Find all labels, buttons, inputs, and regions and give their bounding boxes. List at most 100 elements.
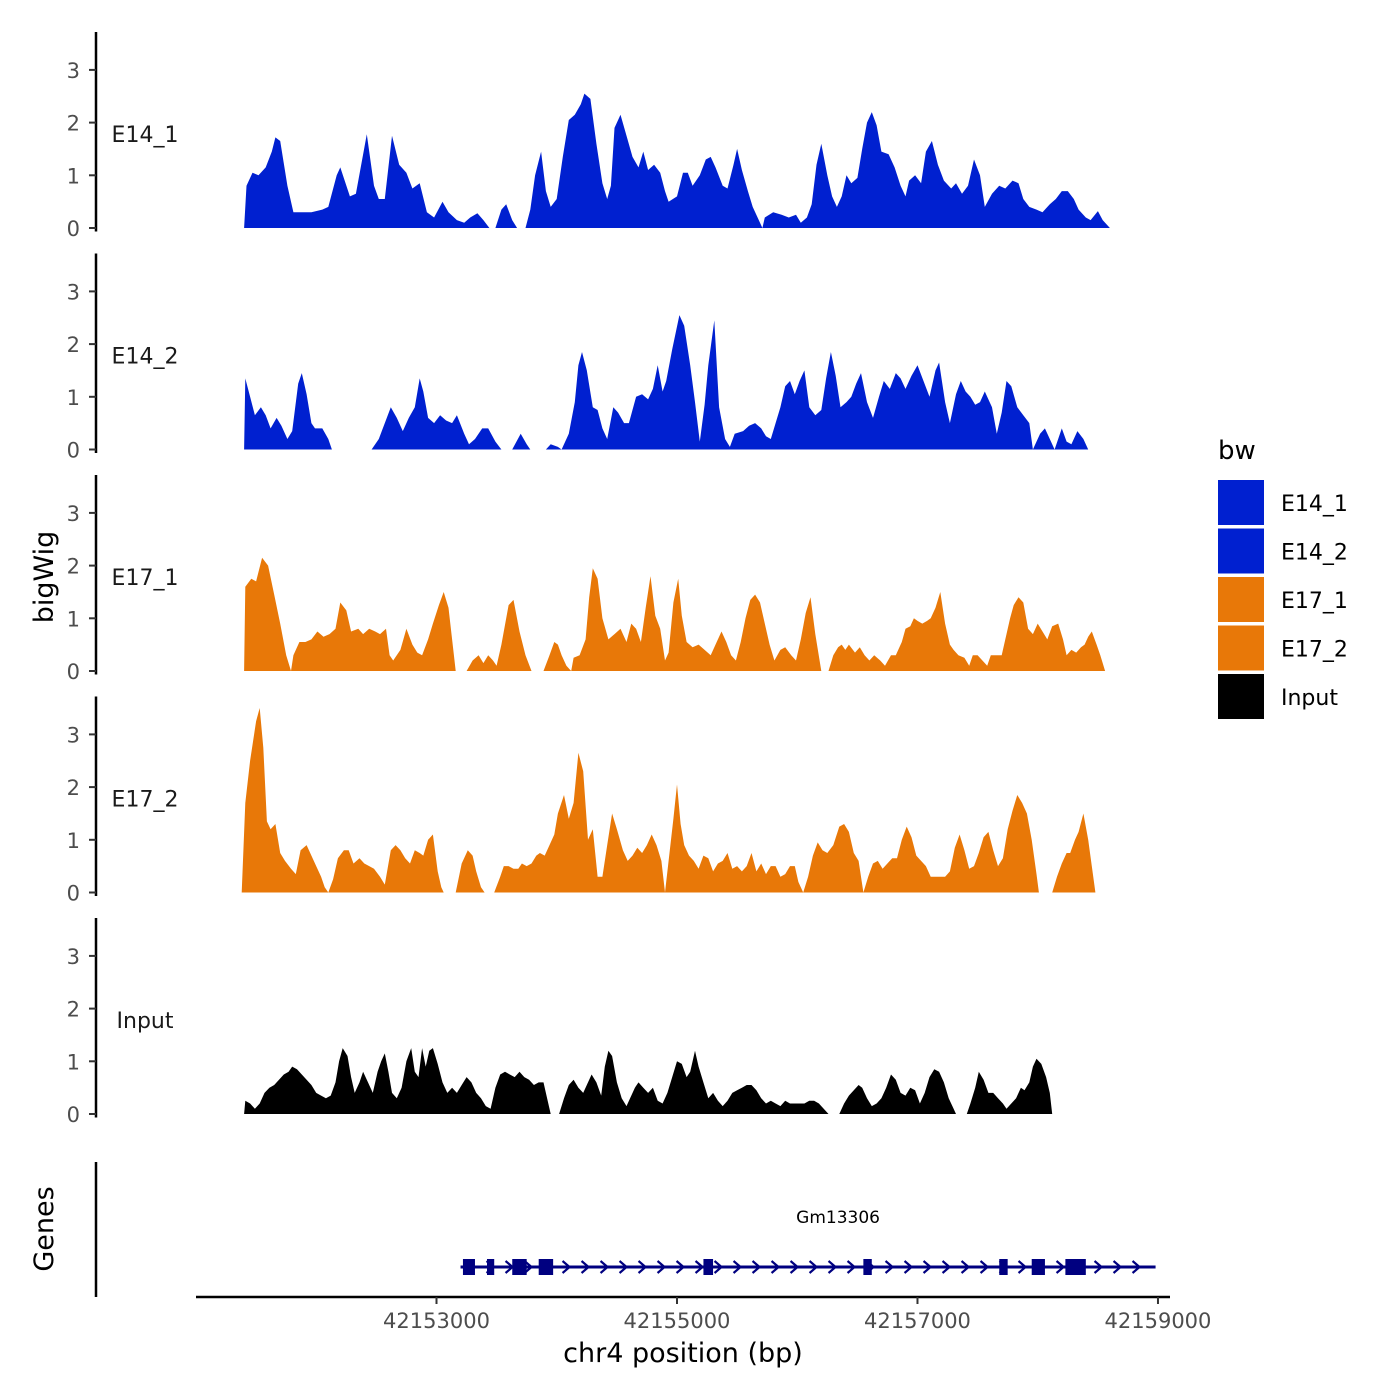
y-tick-label: 1 <box>67 386 80 410</box>
y-tick-label: 1 <box>67 1050 80 1074</box>
track-label-E14_1: E14_1 <box>112 123 179 148</box>
y-tick-label: 0 <box>67 660 80 684</box>
strand-arrow <box>1093 1260 1104 1274</box>
y-tick-label: 1 <box>67 607 80 631</box>
strand-arrow <box>789 1260 800 1274</box>
strand-arrow <box>922 1260 933 1274</box>
track-label-Input: Input <box>117 1009 174 1034</box>
legend-label-E17_2: E17_2 <box>1281 638 1348 663</box>
y-tick-label: 3 <box>67 945 80 969</box>
panel-Input: 0 1 2 3 Input <box>67 918 1053 1127</box>
gene-exon <box>863 1259 872 1275</box>
strand-arrow <box>580 1260 591 1274</box>
y-tick-label: 2 <box>67 112 80 136</box>
area-series-E17_1 <box>244 557 1106 671</box>
strand-arrow <box>1131 1260 1142 1274</box>
y-tick-label: 0 <box>67 882 80 906</box>
strand-arrow <box>637 1260 648 1274</box>
gene-exon <box>999 1259 1008 1275</box>
strand-arrow <box>751 1260 762 1274</box>
strand-arrow <box>713 1260 724 1274</box>
genes-track-label: Genes <box>29 1186 60 1271</box>
x-tick-label: 42153000 <box>383 1309 490 1333</box>
strand-arrow <box>941 1260 952 1274</box>
y-tick-label: 0 <box>67 217 80 241</box>
y-tick-label: 1 <box>67 829 80 853</box>
legend-key-E17_1 <box>1218 577 1264 622</box>
x-ticks: 42153000 42155000 42157000 42159000 <box>383 1297 1211 1333</box>
legend-key-Input <box>1218 674 1264 719</box>
strand-arrow <box>903 1260 914 1274</box>
strand-arrow <box>979 1260 990 1274</box>
gene-name-label: Gm13306 <box>796 1208 880 1228</box>
y-tick-label: 3 <box>67 502 80 526</box>
gene-exon <box>1031 1259 1045 1275</box>
gene-model <box>460 1259 1156 1275</box>
y-tick-label: 0 <box>67 439 80 463</box>
strand-arrow <box>618 1260 629 1274</box>
legend-title: bw <box>1218 436 1256 466</box>
legend-label-E14_1: E14_1 <box>1281 492 1348 517</box>
strand-arrow <box>884 1260 895 1274</box>
strand-arrow <box>960 1260 971 1274</box>
strand-arrow <box>1017 1260 1028 1274</box>
strand-arrow <box>846 1260 857 1274</box>
strand-arrow <box>770 1260 781 1274</box>
legend: bw E14_1 E14_2 E17_1 E17_2 Input <box>1218 436 1348 719</box>
x-axis: 42153000 42155000 42157000 42159000 chr4 po… <box>196 1295 1211 1369</box>
strand-arrow <box>827 1260 838 1274</box>
strand-arrow <box>656 1260 667 1274</box>
strand-arrow <box>808 1260 819 1274</box>
strand-arrow <box>694 1260 705 1274</box>
gene-track: Genes Gm13306 <box>29 1162 1156 1297</box>
panel-E14_2: 0 1 2 3 E14_2 <box>67 253 1089 463</box>
gene-exon <box>538 1259 554 1275</box>
legend-key-E14_2 <box>1218 528 1264 574</box>
legend-label-Input: Input <box>1281 686 1338 711</box>
track-label-E14_2: E14_2 <box>112 345 179 370</box>
legend-key-E17_2 <box>1218 625 1264 671</box>
strand-arrow <box>732 1260 743 1274</box>
y-tick-label: 3 <box>67 280 80 304</box>
gene-exon <box>462 1259 475 1275</box>
area-series-E17_2 <box>241 708 1096 893</box>
y-tick-label: 0 <box>67 1103 80 1127</box>
gene-exon <box>512 1259 527 1275</box>
x-axis-title: chr4 position (bp) <box>563 1338 803 1369</box>
area-series-Input <box>244 1048 1053 1114</box>
y-axis-title: bigWig <box>29 531 60 624</box>
y-tick-label: 2 <box>67 333 80 357</box>
strand-arrow <box>561 1260 572 1274</box>
strand-arrow <box>523 1260 534 1274</box>
y-tick-label: 1 <box>67 164 80 188</box>
panel-E14_1: 0 1 2 3 E14_1 <box>67 32 1110 241</box>
legend-items: E14_1 E14_2 E17_1 E17_2 Input <box>1218 480 1348 719</box>
x-tick-label: 42155000 <box>624 1309 731 1333</box>
gene-exon <box>703 1259 714 1275</box>
area-series-E14_1 <box>244 93 1110 228</box>
legend-label-E17_1: E17_1 <box>1281 589 1348 614</box>
legend-key-E14_1 <box>1218 480 1264 525</box>
panel-E17_1: 0 1 2 3 E17_1 <box>67 475 1106 684</box>
panel-E17_2: 0 1 2 3 E17_2 <box>67 696 1096 906</box>
strand-arrow <box>675 1260 686 1274</box>
y-tick-label: 2 <box>67 555 80 579</box>
strand-arrow <box>599 1260 610 1274</box>
gene-exon <box>486 1259 495 1275</box>
track-label-E17_2: E17_2 <box>112 788 179 813</box>
gene-exon <box>1065 1259 1086 1275</box>
strand-arrow <box>1112 1260 1123 1274</box>
y-tick-label: 2 <box>67 998 80 1022</box>
track-label-E17_1: E17_1 <box>112 566 179 591</box>
y-tick-label: 3 <box>67 723 80 747</box>
x-tick-label: 42159000 <box>1105 1309 1212 1333</box>
strand-arrow <box>1055 1260 1066 1274</box>
bigwig-panels: 0 1 2 3 E14_1 0 1 2 3 E14_2 0 1 2 3 E17_1 0 1 2 3 E17_2 0 1 2 3… <box>67 32 1110 1127</box>
y-tick-label: 2 <box>67 776 80 800</box>
x-tick-label: 42157000 <box>864 1309 971 1333</box>
y-tick-label: 3 <box>67 59 80 83</box>
area-series-E14_2 <box>244 315 1089 450</box>
legend-label-E14_2: E14_2 <box>1281 541 1348 566</box>
